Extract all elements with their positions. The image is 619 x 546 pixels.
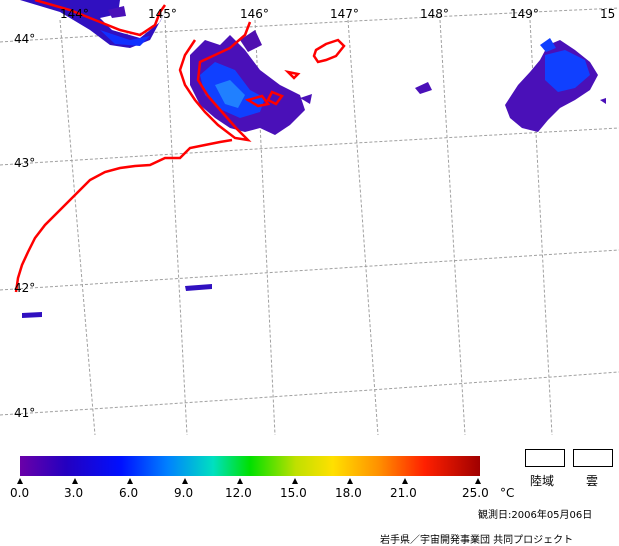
- colorbar-label-21: 21.0: [390, 486, 417, 500]
- colorbar-label-18: 18.0: [335, 486, 362, 500]
- lon-label-149: 149°: [510, 7, 539, 21]
- colorbar-label-15: 15.0: [280, 486, 307, 500]
- observation-date: 観測日:2006年05月06日: [478, 510, 593, 521]
- lon-label-150: 15: [600, 7, 615, 21]
- colorbar-label-3: 3.0: [64, 486, 83, 500]
- lon-label-147: 147°: [330, 7, 359, 21]
- colorbar-label-9: 9.0: [174, 486, 193, 500]
- lon-label-146: 146°: [240, 7, 269, 21]
- lat-label-41: 41°: [14, 406, 35, 420]
- credit-text: 岩手県／宇宙開発事業団 共同プロジェクト: [380, 535, 574, 546]
- lat-label-44: 44°: [14, 32, 35, 46]
- cloud-swatch: [573, 449, 613, 467]
- lon-label-148: 148°: [420, 7, 449, 21]
- colorbar-ticks: [17, 478, 481, 484]
- colorbar-label-6: 6.0: [119, 486, 138, 500]
- longitude-labels: 144° 145° 146° 147° 148° 149° 15: [60, 7, 615, 21]
- colorbar-tick-labels: 0.0 3.0 6.0 9.0 12.0 15.0 18.0 21.0 25.0…: [10, 486, 514, 500]
- colorbar-label-12: 12.0: [225, 486, 252, 500]
- colorbar: [20, 456, 480, 476]
- colorbar-label-25: 25.0: [462, 486, 489, 500]
- cloud-label: 雲: [586, 474, 599, 488]
- lat-label-42: 42°: [14, 281, 35, 295]
- longitude-grid: [59, 19, 553, 436]
- lon-label-144: 144°: [60, 7, 89, 21]
- sst-patches: [20, 0, 606, 318]
- colorbar-label-0: 0.0: [10, 486, 29, 500]
- lon-label-145: 145°: [148, 7, 177, 21]
- land-label: 陸域: [530, 474, 555, 488]
- latitude-grid: [0, 7, 619, 416]
- latitude-labels: 44° 43° 42° 41°: [14, 32, 35, 420]
- coastline: [14, 0, 346, 293]
- lat-label-43: 43°: [14, 156, 35, 170]
- land-swatch: [525, 449, 565, 467]
- colorbar-unit: °C: [500, 486, 514, 500]
